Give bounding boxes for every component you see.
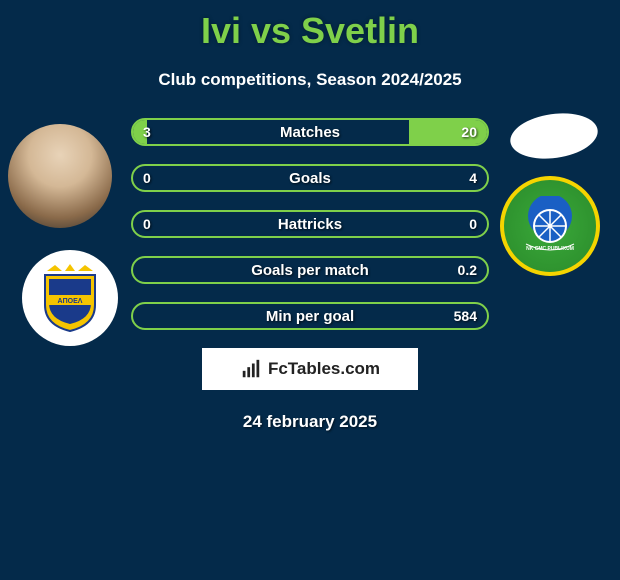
- brand-text: FcTables.com: [268, 359, 380, 379]
- bar-value-right: 4: [469, 170, 477, 186]
- date-text: 24 february 2025: [0, 412, 620, 432]
- stat-bar: 0Hattricks0: [131, 210, 489, 238]
- chart-icon: [240, 358, 262, 380]
- bar-label: Goals: [133, 166, 487, 190]
- player-right-avatar: [507, 108, 600, 164]
- svg-text:NK CMC PUBLIKUM: NK CMC PUBLIKUM: [526, 246, 574, 252]
- bar-label: Min per goal: [133, 304, 487, 328]
- player-left-avatar: [8, 124, 112, 228]
- brand-box: FcTables.com: [202, 348, 418, 390]
- bar-value-right: 20: [461, 124, 477, 140]
- club-left-badge: ΑΠΟΕΛ: [22, 250, 118, 346]
- bar-label: Goals per match: [133, 258, 487, 282]
- stat-bar: 3Matches20: [131, 118, 489, 146]
- publikum-crest-icon: NK CMC PUBLIKUM: [520, 196, 580, 256]
- apoel-crest-icon: ΑΠΟΕΛ: [35, 263, 105, 333]
- stat-bar: 0Goals4: [131, 164, 489, 192]
- stat-bars: 3Matches200Goals40Hattricks0Goals per ma…: [131, 118, 489, 330]
- bar-value-right: 584: [454, 308, 477, 324]
- bar-label: Hattricks: [133, 212, 487, 236]
- bar-value-right: 0.2: [458, 262, 477, 278]
- stat-bar: Min per goal584: [131, 302, 489, 330]
- comparison-panel: ΑΠΟΕΛ NK CMC PUBLIKUM 3Matches200Goals40…: [0, 118, 620, 330]
- stat-bar: Goals per match0.2: [131, 256, 489, 284]
- subtitle: Club competitions, Season 2024/2025: [0, 70, 620, 90]
- bar-value-right: 0: [469, 216, 477, 232]
- svg-text:ΑΠΟΕΛ: ΑΠΟΕΛ: [58, 298, 83, 305]
- bar-label: Matches: [133, 120, 487, 144]
- page-title: Ivi vs Svetlin: [0, 0, 620, 52]
- club-right-badge: NK CMC PUBLIKUM: [500, 176, 600, 276]
